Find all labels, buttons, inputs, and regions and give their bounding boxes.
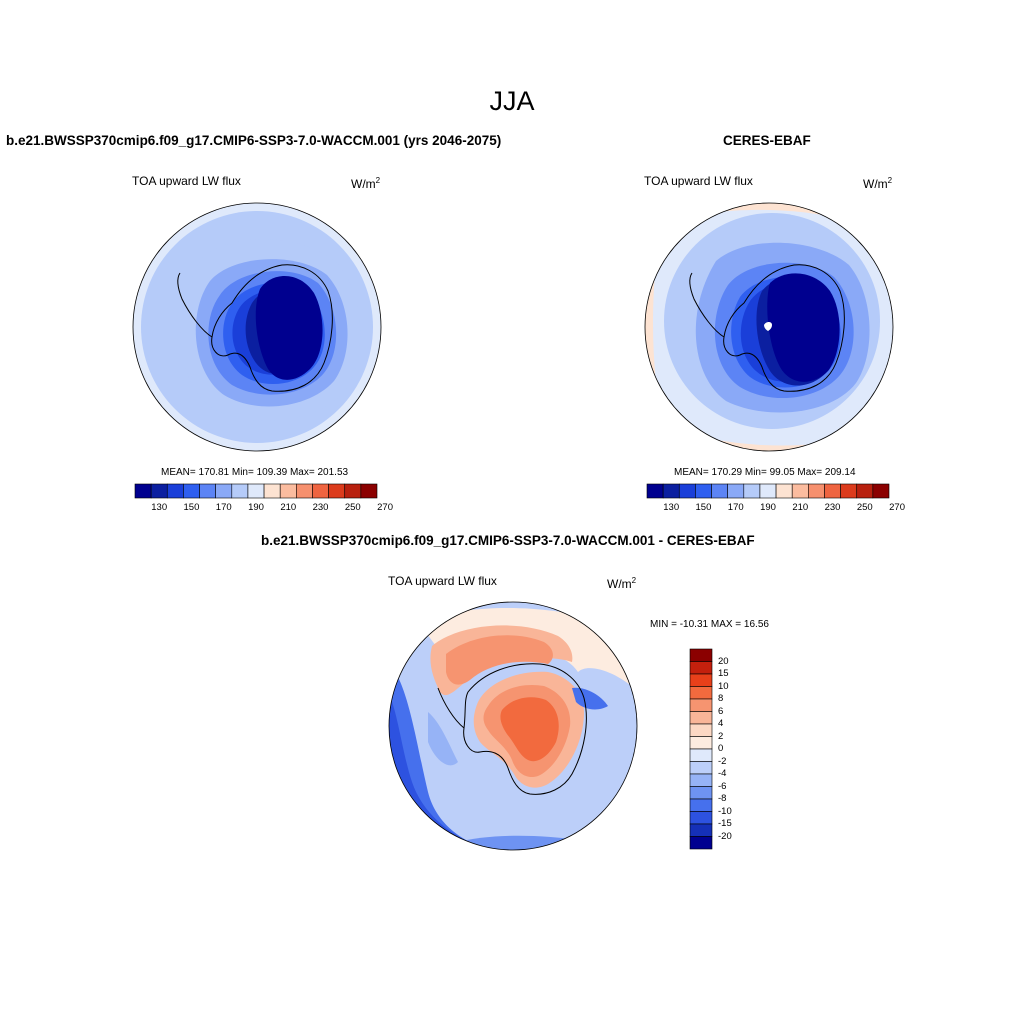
diff-colorbar-tick-label: -6 <box>718 780 727 792</box>
diff-colorbar-tick-label: 8 <box>718 693 724 704</box>
model-colorbar-labels: 130 150 170 190 210 230 250 270 <box>135 502 393 514</box>
diff-colorbar-tick-label: -2 <box>718 755 727 767</box>
diff-colorbar-tick-label: -8 <box>718 793 727 804</box>
obs-variable-label: TOA upward LW flux <box>644 174 753 188</box>
obs-colorbar-labels: 130 150 170 190 210 230 250 270 <box>647 502 905 514</box>
model-polar-map <box>132 202 382 452</box>
diff-colorbar-box <box>689 661 713 675</box>
diff-colorbar-box <box>689 786 713 800</box>
obs-colorbar-tick-label: 130 <box>663 502 680 513</box>
model-colorbar-tick-label: 210 <box>280 502 297 513</box>
diff-colorbar-box <box>689 648 713 662</box>
model-variable-label: TOA upward LW flux <box>132 174 241 188</box>
diff-colorbar-box <box>689 748 713 762</box>
model-colorbar-box <box>183 483 200 499</box>
obs-colorbar-box <box>711 483 728 499</box>
diff-colorbar-tick-label: 15 <box>718 668 729 679</box>
obs-colorbar-tick-label: 170 <box>727 502 744 513</box>
model-colorbar-tick-label: 270 <box>377 502 393 513</box>
model-colorbar-box <box>263 483 281 499</box>
figure-title: JJA <box>489 86 535 116</box>
diff-colorbar-tick-label: 10 <box>718 680 729 692</box>
model-colorbar-box <box>215 483 233 499</box>
obs-colorbar-box <box>759 483 777 499</box>
model-colorbar-box <box>166 483 184 499</box>
model-colorbar-tick-label: 170 <box>215 502 232 513</box>
diff-colorbar-tick-label: 4 <box>718 718 724 729</box>
diff-colorbar <box>689 648 713 850</box>
model-colorbar-tick-label: 190 <box>248 502 264 513</box>
obs-polar-map <box>644 202 894 452</box>
model-colorbar-box <box>279 483 297 499</box>
model-colorbar-box <box>199 483 216 499</box>
model-colorbar-tick-label: 250 <box>344 502 361 513</box>
diff-colorbar-tick-label: 2 <box>718 730 724 742</box>
model-colorbar-box <box>150 483 168 499</box>
model-colorbar-box <box>344 483 362 499</box>
diff-colorbar-box <box>689 723 713 737</box>
obs-colorbar-tick-label: 250 <box>856 502 873 513</box>
model-colorbar-box <box>247 483 265 499</box>
model-stats: MEAN= 170.81 Min= 109.39 Max= 201.53 <box>161 467 349 478</box>
diff-colorbar-labels: 20 15 10 8 6 4 2 0 -2 -4 -6 -8 -10 -15 -20 <box>718 649 758 849</box>
diff-colorbar-box <box>689 761 713 775</box>
model-colorbar-box <box>296 483 313 499</box>
diff-colorbar-box <box>689 811 713 825</box>
model-colorbar-box <box>328 483 346 499</box>
model-colorbar-box <box>134 483 152 499</box>
diff-colorbar-tick-label: 6 <box>718 705 724 717</box>
diff-colorbar-box <box>689 686 713 700</box>
obs-colorbar-box <box>791 483 809 499</box>
diff-colorbar-tick-label: -4 <box>718 768 727 779</box>
diff-colorbar-box <box>689 711 713 725</box>
obs-colorbar-box <box>695 483 712 499</box>
model-colorbar-tick-label: 230 <box>312 502 329 513</box>
diff-colorbar-tick-label: 20 <box>718 655 729 667</box>
diff-colorbar-box <box>689 773 713 787</box>
obs-units-label: W/m2 <box>863 176 893 191</box>
obs-colorbar-tick-label: 270 <box>889 502 905 513</box>
model-colorbar-box <box>360 483 378 499</box>
diff-colorbar-box <box>689 698 713 712</box>
diff-panel-title: b.e21.BWSSP370cmip6.f09_g17.CMIP6-SSP3-7… <box>261 533 755 548</box>
diff-colorbar-box <box>689 836 713 850</box>
obs-colorbar-box <box>872 483 890 499</box>
diff-variable-label: TOA upward LW flux <box>388 574 497 588</box>
obs-colorbar-box <box>775 483 793 499</box>
obs-panel-title: CERES-EBAF <box>723 133 811 148</box>
obs-colorbar-box <box>678 483 696 499</box>
model-colorbar-tick-label: 150 <box>183 502 200 513</box>
diff-stats: MIN = -10.31 MAX = 16.56 <box>650 619 769 630</box>
diff-colorbar-box <box>689 823 713 837</box>
model-units-label: W/m2 <box>351 176 381 191</box>
obs-colorbar-tick-label: 190 <box>760 502 776 513</box>
obs-colorbar-box <box>824 483 841 499</box>
model-colorbar-box <box>231 483 249 499</box>
obs-colorbar-box <box>743 483 761 499</box>
obs-colorbar-box <box>808 483 825 499</box>
model-colorbar <box>134 483 378 499</box>
diff-units-label: W/m2 <box>607 576 637 591</box>
obs-stats: MEAN= 170.29 Min= 99.05 Max= 209.14 <box>674 467 856 478</box>
diff-colorbar-box <box>689 798 713 812</box>
obs-colorbar-tick-label: 230 <box>824 502 841 513</box>
diff-colorbar-tick-label: -20 <box>718 830 732 842</box>
obs-colorbar-box <box>662 483 680 499</box>
obs-colorbar-tick-label: 150 <box>695 502 712 513</box>
obs-colorbar <box>646 483 890 499</box>
obs-colorbar-box <box>727 483 745 499</box>
diff-colorbar-tick-label: -10 <box>718 805 732 817</box>
obs-colorbar-box <box>646 483 664 499</box>
obs-colorbar-box <box>856 483 874 499</box>
diff-colorbar-tick-label: 0 <box>718 743 724 754</box>
diff-colorbar-tick-label: -15 <box>718 818 732 829</box>
obs-colorbar-box <box>840 483 858 499</box>
diff-colorbar-box <box>689 673 713 687</box>
obs-colorbar-tick-label: 210 <box>792 502 809 513</box>
model-colorbar-box <box>312 483 329 499</box>
diff-polar-map <box>388 601 638 851</box>
diff-colorbar-box <box>689 736 713 750</box>
model-panel-title: b.e21.BWSSP370cmip6.f09_g17.CMIP6-SSP3-7… <box>6 133 502 148</box>
model-colorbar-tick-label: 130 <box>151 502 168 513</box>
